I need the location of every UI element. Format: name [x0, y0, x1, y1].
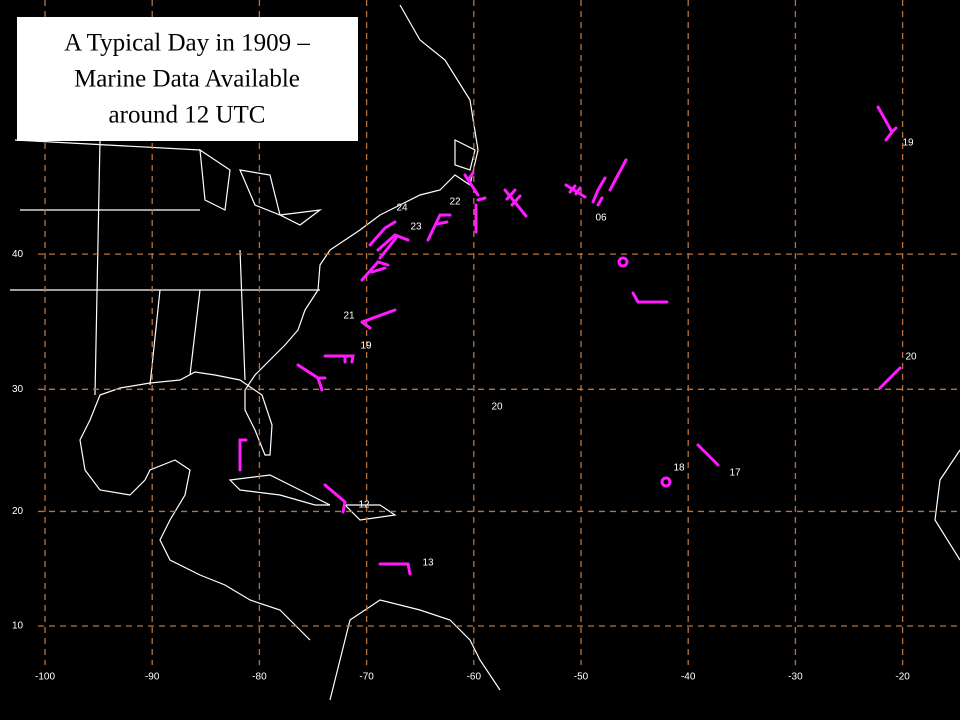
title-box: A Typical Day in 1909 – Marine Data Avai…	[17, 17, 358, 141]
coastline	[934, 449, 960, 561]
longitude-label: -90	[145, 672, 160, 683]
title-line: Marine Data Available	[74, 66, 300, 93]
station-label: 19	[360, 341, 372, 352]
longitude-label: -20	[895, 672, 910, 683]
wind-barb	[631, 291, 669, 304]
station-labels: 19 06 24 22 23 21 19 20 20 18 17 12 13	[343, 138, 917, 569]
latitude-label: 30	[12, 384, 24, 395]
longitude-label: -50	[574, 672, 589, 683]
coastline	[343, 504, 397, 521]
latitude-label: 10	[12, 621, 24, 632]
longitude-label: -70	[359, 672, 374, 683]
wind-barb	[296, 363, 327, 392]
wind-barb	[360, 220, 410, 282]
longitude-label: -40	[681, 672, 696, 683]
station-label: 12	[358, 500, 370, 511]
wind-barb	[564, 158, 628, 207]
wind-barb	[238, 438, 248, 472]
station-label: 19	[902, 138, 914, 149]
coastlines	[10, 4, 960, 701]
border	[10, 139, 320, 396]
longitude-label: -30	[788, 672, 803, 683]
coastline	[454, 139, 476, 171]
station-label: 23	[410, 222, 422, 233]
wind-barb	[426, 213, 452, 242]
wind-barb	[876, 105, 898, 142]
longitude-label: -80	[252, 672, 267, 683]
station-label: 06	[595, 213, 607, 224]
wind-barb	[323, 483, 347, 514]
latitude-label: 20	[12, 506, 24, 517]
title-line: around 12 UTC	[109, 102, 266, 129]
coastline	[228, 474, 331, 506]
station-label: 21	[343, 311, 355, 322]
wind-barb	[878, 366, 902, 390]
coastline	[199, 148, 323, 226]
station-label: 17	[729, 468, 741, 479]
station-label: 18	[673, 463, 685, 474]
station-label: 22	[449, 197, 461, 208]
coastline	[79, 4, 479, 641]
latitude-label: 40	[12, 249, 24, 260]
wind-barb	[360, 308, 397, 330]
calm-marker	[617, 256, 629, 268]
station-label: 20	[491, 402, 503, 413]
station-label: 13	[422, 558, 434, 569]
station-label: 24	[396, 203, 408, 214]
wind-barb	[696, 443, 720, 467]
longitude-label: -60	[467, 672, 482, 683]
wind-barbs	[238, 105, 902, 576]
wind-barb	[378, 562, 412, 576]
wind-barb	[463, 171, 487, 234]
station-label: 20	[905, 352, 917, 363]
title-line: A Typical Day in 1909 –	[64, 30, 310, 57]
wind-barb	[323, 354, 355, 364]
longitude-label: -100	[35, 672, 55, 683]
calm-marker	[660, 476, 672, 488]
wind-barb	[503, 188, 528, 218]
coastline	[329, 599, 501, 701]
title-background	[17, 17, 358, 141]
